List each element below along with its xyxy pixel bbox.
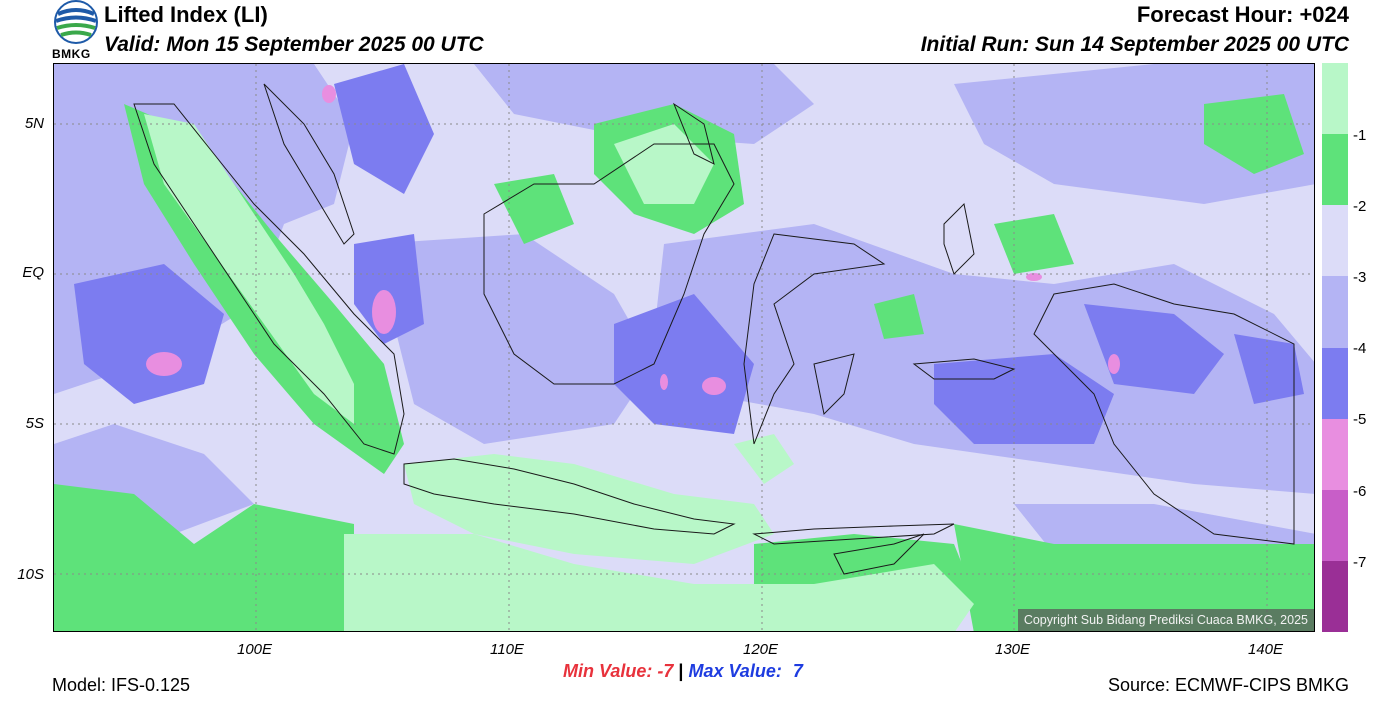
- lat-tick-label: 5N: [24, 115, 44, 132]
- lat-tick-label: 5S: [25, 415, 44, 432]
- model-label: Model: IFS-0.125: [52, 675, 191, 695]
- colorbar-swatch: [1322, 134, 1348, 206]
- min-value: -7: [657, 661, 674, 681]
- colorbar-label: -2: [1353, 198, 1367, 215]
- min-max-summary: Min Value: -7 | Max Value: 7: [563, 661, 803, 682]
- map-canvas: [54, 64, 1314, 631]
- colorbar-swatch: [1322, 560, 1348, 632]
- source-label: Source: ECMWF-CIPS BMKG: [1107, 675, 1349, 695]
- colorbar-swatch: [1322, 276, 1348, 348]
- max-value: 7: [792, 661, 803, 681]
- colorbar: [1322, 63, 1348, 632]
- colorbar-label: -3: [1353, 269, 1367, 286]
- colorbar-label: -1: [1353, 127, 1367, 144]
- lon-tick-label: 130E: [995, 641, 1031, 658]
- copyright-notice: Copyright Sub Bidang Prediksi Cuaca BMKG…: [1017, 609, 1314, 631]
- min-value-label: Min Value:: [563, 661, 653, 681]
- lon-tick-label: 110E: [490, 641, 524, 658]
- bmkg-emblem-icon: [54, 0, 98, 44]
- forecast-hour: Forecast Hour: +024: [1136, 2, 1349, 27]
- colorbar-label: -7: [1353, 554, 1367, 571]
- initial-run: Initial Run: Sun 14 September 2025 00 UT…: [920, 33, 1349, 56]
- bmkg-logo: BMKG: [52, 0, 100, 61]
- li-band-minus5: [146, 85, 1120, 395]
- lon-tick-label: 140E: [1248, 641, 1284, 658]
- valid-time: Valid: Mon 15 September 2025 00 UTC: [104, 33, 484, 56]
- lon-tick-label: 100E: [237, 641, 273, 658]
- colorbar-swatch: [1322, 347, 1348, 419]
- colorbar-swatch: [1322, 489, 1348, 561]
- max-value-label: Max Value:: [688, 661, 782, 681]
- colorbar-label: -6: [1353, 483, 1367, 500]
- lon-tick-label: 120E: [743, 641, 779, 658]
- colorbar-label: -5: [1353, 411, 1367, 428]
- colorbar-swatches: [1322, 63, 1348, 632]
- coastlines: [133, 83, 1295, 575]
- li-band-above-minus1: [144, 114, 974, 631]
- logo-text: BMKG: [52, 47, 91, 61]
- lat-tick-label: 10S: [17, 566, 44, 583]
- value-separator: |: [678, 661, 684, 681]
- li-band-minus4: [74, 64, 1304, 444]
- colorbar-swatch: [1322, 63, 1348, 135]
- colorbar-swatch: [1322, 205, 1348, 277]
- colorbar-label: -4: [1353, 340, 1367, 357]
- chart-title: Lifted Index (LI): [104, 2, 268, 27]
- lifted-index-map: Copyright Sub Bidang Prediksi Cuaca BMKG…: [53, 63, 1315, 632]
- lat-tick-label: EQ: [22, 264, 44, 281]
- colorbar-swatch: [1322, 418, 1348, 490]
